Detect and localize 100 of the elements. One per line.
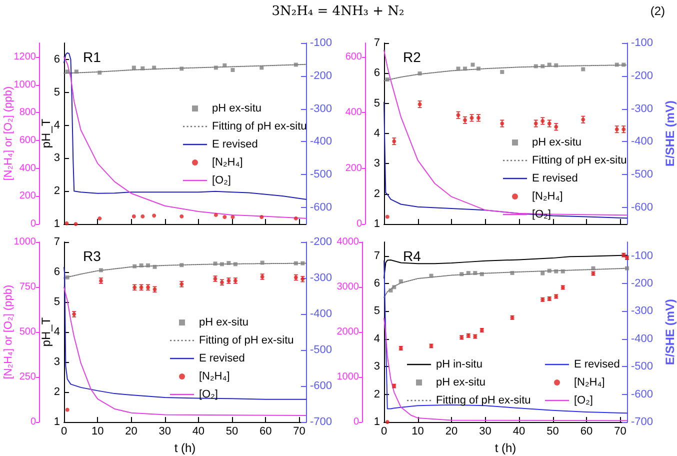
y2-tick-label: -500 bbox=[631, 360, 654, 373]
point bbox=[466, 271, 470, 276]
chart-title: R4 bbox=[403, 248, 422, 264]
point bbox=[581, 67, 586, 72]
point bbox=[214, 66, 218, 70]
legend-label: Fitting of pH ex-situ bbox=[532, 154, 627, 166]
point bbox=[214, 212, 218, 217]
y3-tick-label: 800 bbox=[19, 107, 36, 118]
point bbox=[460, 272, 464, 276]
y2-tick-label: -600 bbox=[310, 202, 332, 214]
y3-axis-title: [N₂H₄] or [O₂] (ppb) bbox=[2, 284, 14, 380]
y3-tick-label: 1000 bbox=[336, 372, 360, 382]
point bbox=[132, 264, 137, 268]
y2-tick-label: -700 bbox=[631, 416, 654, 428]
y3-tick-label: 0 bbox=[30, 416, 36, 428]
y-tick-label: 5 bbox=[374, 305, 380, 318]
legend-label: E revised bbox=[532, 172, 578, 184]
y-tick-label: 4 bbox=[54, 326, 60, 338]
y-axis-title: pH_T bbox=[39, 118, 53, 148]
point bbox=[614, 62, 619, 67]
point bbox=[220, 262, 224, 266]
legend-label: Fitting of pH ex-situ bbox=[436, 394, 531, 406]
x-axis-title: t (h) bbox=[494, 440, 516, 455]
point bbox=[294, 261, 298, 266]
point bbox=[260, 260, 264, 265]
y2-tick-label: -500 bbox=[310, 168, 332, 181]
y3-tick-label: 1200 bbox=[14, 51, 36, 62]
y3-tick-label: 500 bbox=[19, 326, 36, 338]
legend-label: [N₂H₄] bbox=[199, 370, 230, 382]
point bbox=[294, 62, 298, 67]
legend-label: pH ex-situ bbox=[199, 316, 249, 328]
chart-title: R2 bbox=[403, 49, 422, 65]
x-tick-label: 30 bbox=[479, 426, 492, 438]
point bbox=[510, 271, 514, 276]
y2-tick-label: -400 bbox=[310, 308, 332, 320]
point bbox=[98, 70, 102, 75]
point bbox=[74, 70, 78, 74]
point bbox=[456, 66, 460, 71]
y3-tick-label: 2000 bbox=[336, 326, 360, 338]
point bbox=[64, 221, 69, 226]
point bbox=[560, 269, 565, 274]
x-tick-label: 20 bbox=[445, 426, 458, 438]
x-tick-label: 70 bbox=[614, 426, 626, 438]
point bbox=[476, 66, 480, 71]
y-tick-label: 2 bbox=[54, 386, 60, 398]
x-tick-label: 60 bbox=[580, 426, 593, 438]
point bbox=[74, 222, 78, 226]
y-tick-label: 2 bbox=[374, 388, 380, 400]
x-tick-label: 40 bbox=[192, 426, 205, 438]
x-tick-label: 70 bbox=[293, 426, 306, 438]
x-tick-label: 60 bbox=[260, 426, 272, 438]
y2-tick-label: -400 bbox=[631, 332, 654, 345]
y2-tick-label: -100 bbox=[631, 250, 654, 262]
y3-tick-label: 400 bbox=[19, 162, 36, 174]
point bbox=[547, 62, 552, 67]
point bbox=[540, 271, 545, 276]
point bbox=[139, 263, 144, 268]
point bbox=[65, 275, 70, 280]
y3-tick-label: 200 bbox=[345, 162, 362, 174]
legend-label: Fitting of pH ex-situ bbox=[212, 120, 307, 132]
point bbox=[180, 263, 184, 268]
point bbox=[294, 216, 298, 220]
y2-tick-label: -100 bbox=[310, 37, 332, 49]
y3-tick-label: 600 bbox=[345, 51, 362, 62]
y-tick-label: 3 bbox=[54, 356, 60, 368]
point bbox=[180, 66, 184, 71]
y3-axis-title: [N₂H₄] or [O₂] (ppb) bbox=[2, 86, 14, 181]
legend-label: [N₂H₄] bbox=[532, 190, 563, 202]
legend-label: [O₂] bbox=[574, 394, 593, 406]
y3-tick-label: 600 bbox=[19, 134, 36, 146]
y2-tick-label: -500 bbox=[310, 344, 332, 356]
x-tick-label: 30 bbox=[158, 426, 171, 438]
y3-tick-label: 4000 bbox=[336, 236, 360, 248]
point bbox=[625, 266, 629, 270]
y2-tick-label: -200 bbox=[310, 70, 332, 82]
y2-tick-label: -200 bbox=[310, 236, 332, 248]
point bbox=[132, 66, 136, 70]
y-tick-label: 6 bbox=[374, 67, 380, 80]
y3-tick-label: 0 bbox=[30, 218, 36, 230]
point bbox=[140, 66, 145, 70]
x-tick-label: 0 bbox=[60, 426, 68, 438]
x-tick-label: 0 bbox=[380, 426, 388, 438]
legend-label: [N₂H₄] bbox=[574, 376, 605, 388]
y-tick-label: 4 bbox=[374, 332, 380, 345]
y-tick-label: 5 bbox=[374, 97, 380, 110]
point bbox=[547, 268, 552, 273]
point bbox=[65, 408, 70, 412]
legend-label: [O₂] bbox=[212, 174, 231, 186]
y-tick-label: 6 bbox=[374, 278, 380, 290]
y2-axis-title: E/SHE (mV) bbox=[662, 100, 677, 167]
y-tick-label: 1 bbox=[374, 218, 380, 230]
y-tick-label: 4 bbox=[54, 119, 60, 132]
line-series bbox=[384, 102, 628, 219]
point bbox=[429, 274, 434, 278]
y-tick-label: 3 bbox=[374, 360, 380, 373]
y2-tick-label: -600 bbox=[631, 388, 654, 400]
y-tick-label: 7 bbox=[374, 37, 380, 49]
point bbox=[473, 271, 478, 276]
y2-tick-label: -300 bbox=[631, 305, 654, 318]
x-tick-label: 50 bbox=[546, 426, 559, 438]
